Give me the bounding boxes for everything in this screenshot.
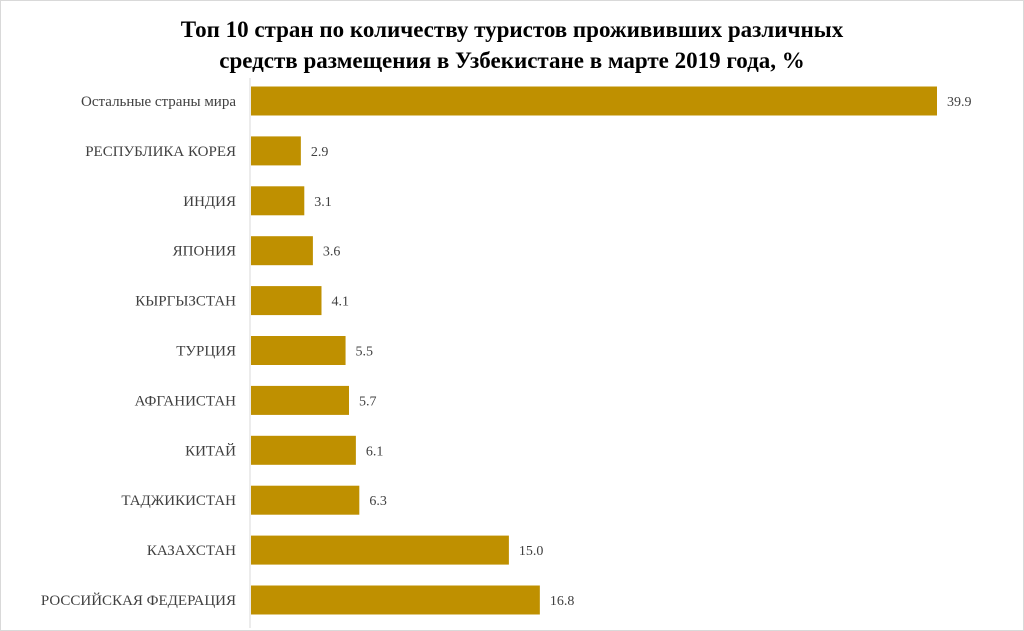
bar xyxy=(251,435,356,465)
category-label: КЫРГЫЗСТАН xyxy=(135,294,236,310)
bar xyxy=(251,535,509,565)
category-label: ТАДЖИКИСТАН xyxy=(121,493,236,509)
bars-layer: Остальные страны мира 39.9 РЕСПУБЛИКА КОРЕ… xyxy=(41,86,972,615)
chart-title-line-1: Топ 10 стран по количеству туристов прож… xyxy=(180,17,844,42)
bar xyxy=(251,136,301,166)
value-label: 4.1 xyxy=(331,295,349,310)
bar xyxy=(251,485,360,515)
bar xyxy=(251,286,322,316)
category-label: АФГАНИСТАН xyxy=(135,393,237,409)
value-label: 15.0 xyxy=(519,544,544,559)
bar xyxy=(251,236,313,266)
bar xyxy=(251,385,349,415)
value-label: 6.3 xyxy=(369,494,387,509)
chart-title: Топ 10 стран по количеству туристов прож… xyxy=(0,14,1024,76)
bar xyxy=(251,186,305,216)
bar xyxy=(251,585,540,615)
category-label: РОССИЙСКАЯ ФЕДЕРАЦИЯ xyxy=(41,592,236,609)
value-label: 2.9 xyxy=(311,145,329,160)
category-label: ЯПОНИЯ xyxy=(173,244,236,260)
value-label: 16.8 xyxy=(550,594,575,609)
bar xyxy=(251,86,937,116)
bar xyxy=(251,336,346,365)
category-label: РЕСПУБЛИКА КОРЕЯ xyxy=(85,144,236,160)
category-label: КИТАЙ xyxy=(185,442,236,459)
value-label: 39.9 xyxy=(947,95,972,110)
chart-title-line-2: средств размещения в Узбекистане в марте… xyxy=(219,48,805,73)
value-label: 3.6 xyxy=(323,245,341,260)
category-label: КАЗАХСТАН xyxy=(147,543,236,559)
category-label: ТУРЦИЯ xyxy=(176,344,236,360)
value-label: 3.1 xyxy=(314,195,332,210)
value-label: 5.7 xyxy=(359,394,377,409)
value-label: 5.5 xyxy=(356,345,374,360)
value-label: 6.1 xyxy=(366,444,384,459)
category-label: Остальные страны мира xyxy=(81,94,236,110)
category-label: ИНДИЯ xyxy=(183,194,236,210)
